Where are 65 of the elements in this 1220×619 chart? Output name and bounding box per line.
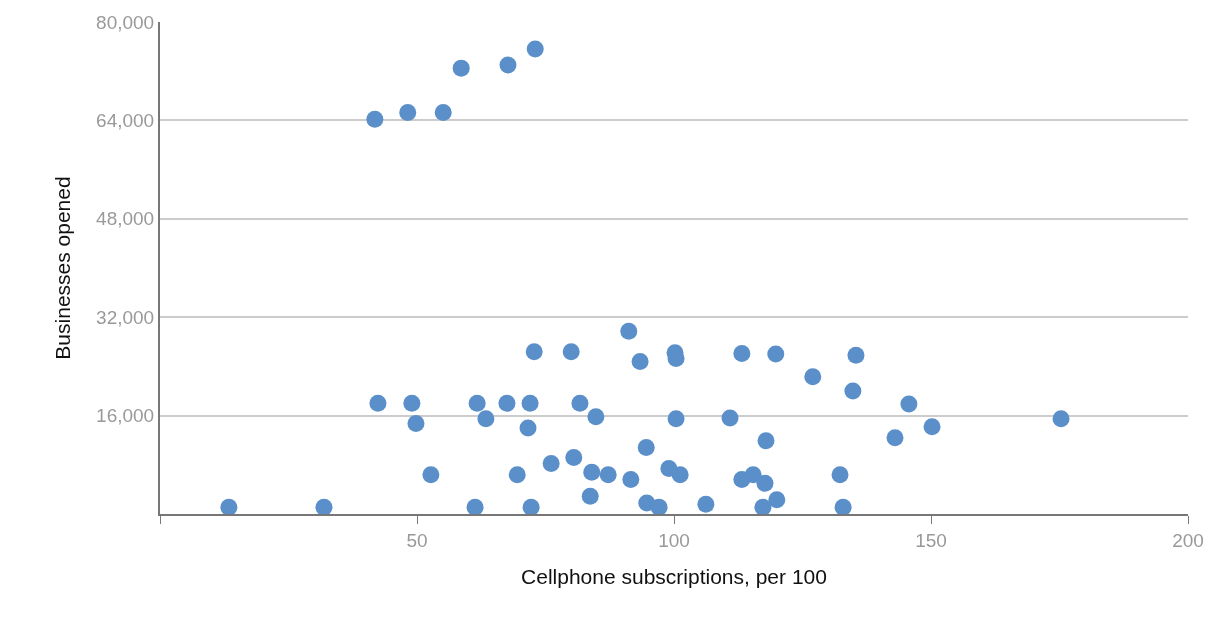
point xyxy=(923,418,941,436)
x-axis-title: Cellphone subscriptions, per 100 xyxy=(521,565,827,589)
point xyxy=(1052,410,1070,428)
point xyxy=(562,343,580,361)
point xyxy=(900,395,918,413)
point xyxy=(407,415,425,433)
point xyxy=(831,466,849,484)
point xyxy=(844,382,862,400)
point xyxy=(519,419,537,437)
point xyxy=(733,344,751,362)
point xyxy=(667,410,685,428)
point xyxy=(768,491,786,509)
point xyxy=(399,103,417,121)
point xyxy=(508,466,526,484)
point xyxy=(631,352,649,370)
point xyxy=(315,498,333,516)
point xyxy=(581,487,599,505)
point xyxy=(542,455,560,473)
point xyxy=(637,439,655,457)
x-tick-label: 200 xyxy=(1172,529,1204,551)
point xyxy=(599,466,617,484)
point xyxy=(499,56,517,74)
point xyxy=(434,103,452,121)
x-tick-label: 100 xyxy=(658,529,690,551)
point xyxy=(477,410,495,428)
point xyxy=(522,498,540,516)
point xyxy=(847,346,865,364)
point xyxy=(697,495,715,513)
point xyxy=(220,498,238,516)
point xyxy=(498,394,516,412)
point xyxy=(466,498,484,516)
point xyxy=(521,394,539,412)
x-tick-label: 50 xyxy=(406,529,428,551)
point xyxy=(721,409,739,427)
point xyxy=(525,343,543,361)
point xyxy=(571,394,589,412)
point xyxy=(834,498,852,516)
point xyxy=(650,498,668,516)
point xyxy=(754,498,772,516)
point xyxy=(767,345,785,363)
point xyxy=(452,59,470,77)
point xyxy=(622,471,640,489)
point xyxy=(587,408,605,426)
point xyxy=(757,432,775,450)
point xyxy=(804,368,822,386)
y-tick-label: 32,000 xyxy=(96,306,155,328)
y-tick-label: 80,000 xyxy=(96,11,155,33)
y-axis-title: Businesses opened xyxy=(50,176,74,360)
point xyxy=(526,40,544,58)
x-tick-label: 150 xyxy=(915,529,947,551)
y-tick-label: 64,000 xyxy=(96,110,155,132)
point xyxy=(422,466,440,484)
point xyxy=(620,322,638,340)
y-tick-label: 16,000 xyxy=(96,405,155,427)
point xyxy=(744,466,762,484)
point xyxy=(886,429,904,447)
point xyxy=(468,394,486,412)
point xyxy=(403,394,421,412)
point xyxy=(565,448,583,466)
point xyxy=(583,463,601,481)
point xyxy=(756,474,774,492)
point xyxy=(369,394,387,412)
y-tick-label: 48,000 xyxy=(96,208,155,230)
point xyxy=(366,110,384,128)
point xyxy=(671,466,689,484)
